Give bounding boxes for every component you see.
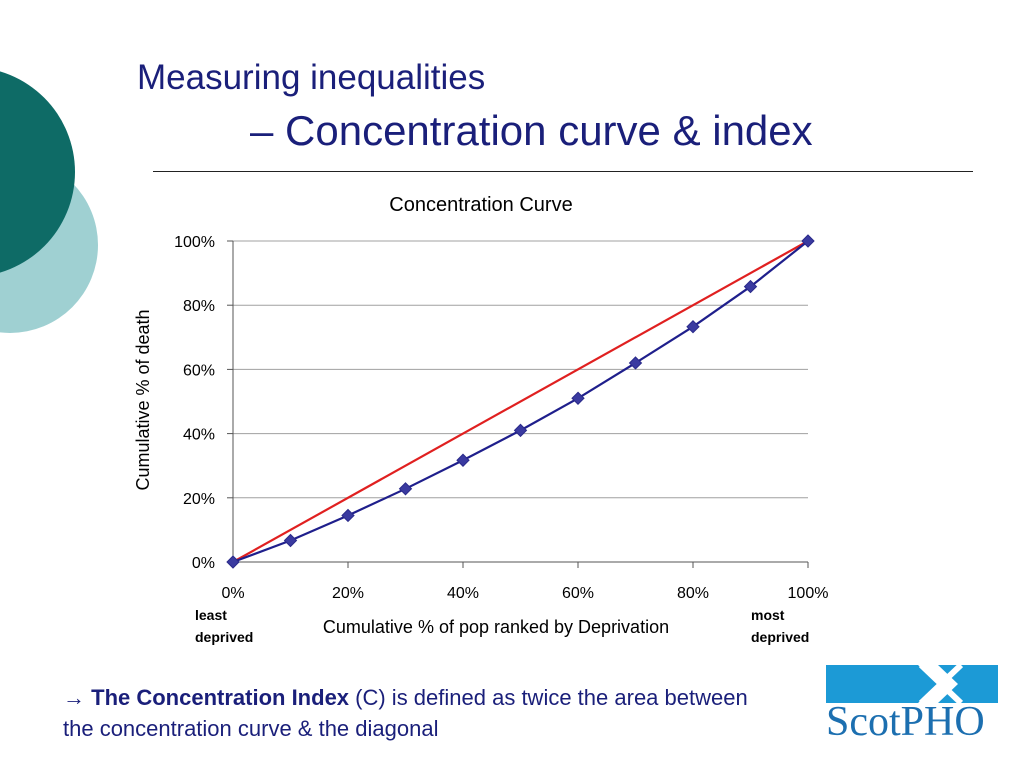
arrow-icon: → — [63, 685, 85, 710]
equality-diagonal-line — [232, 240, 809, 563]
x-axis-label: Cumulative % of pop ranked by Deprivatio… — [323, 617, 669, 637]
x-end-label-most: most — [751, 607, 785, 623]
y-axis-label: Cumulative % of death — [133, 309, 153, 490]
curve-point — [226, 555, 240, 569]
x-tick-label: 0% — [221, 585, 244, 602]
curve-point — [456, 453, 470, 467]
concentration-curve-chart: Concentration Curve 0% 20% 40% 60% 80% 100% 0… — [133, 194, 828, 645]
x-tick-label: 60% — [562, 585, 594, 602]
x-tick-labels: 0% 20% 40% 60% 80% 100% — [221, 585, 828, 602]
curve-point — [341, 508, 355, 523]
curve-point — [743, 279, 758, 294]
y-tick-label: 20% — [183, 491, 215, 508]
logo-wordmark: ScotPHO — [826, 699, 998, 745]
decorative-circles — [0, 71, 98, 333]
curve-point — [398, 482, 413, 496]
x-end-label-least: least — [195, 607, 227, 623]
x-tick-label: 20% — [332, 585, 364, 602]
logo-saltire-band — [826, 665, 998, 703]
y-tick-labels: 0% 20% 40% 60% 80% 100% — [174, 234, 215, 572]
curve-point — [801, 234, 815, 248]
x-tick-label: 40% — [447, 585, 479, 602]
curve-point — [513, 423, 528, 438]
curve-point — [571, 391, 585, 405]
chart-axes — [227, 240, 809, 568]
curve-point — [686, 319, 700, 334]
scotpho-logo: ScotPHO — [826, 665, 998, 745]
logo-text-scot: Scot — [826, 699, 901, 745]
chart-gridlines — [233, 240, 808, 499]
y-tick-label: 80% — [183, 298, 215, 315]
logo-text-pho: PHO — [900, 699, 985, 745]
y-tick-label: 40% — [183, 427, 215, 444]
slide-title-line2: – Concentration curve & index — [250, 107, 813, 154]
x-tick-label: 80% — [677, 585, 709, 602]
footer-text: → The Concentration Index (C) is defined… — [63, 682, 763, 744]
x-tick-label: 100% — [788, 585, 829, 602]
chart-series — [226, 234, 815, 569]
curve-point — [628, 356, 643, 370]
slide-title-line1: Measuring inequalities — [137, 58, 486, 97]
footer-bold-term: The Concentration Index — [91, 685, 350, 710]
decorative-circle-dark — [0, 71, 75, 273]
x-end-label-deprived-right: deprived — [751, 629, 809, 645]
y-tick-label: 60% — [183, 362, 215, 379]
y-tick-label: 100% — [174, 234, 215, 251]
title-divider — [153, 171, 973, 172]
chart-title: Concentration Curve — [389, 194, 572, 216]
x-end-label-deprived-left: deprived — [195, 629, 253, 645]
y-tick-label: 0% — [192, 555, 215, 572]
footer-definition: (C) is defined as twice the area between… — [63, 685, 748, 741]
curve-point — [283, 533, 298, 548]
